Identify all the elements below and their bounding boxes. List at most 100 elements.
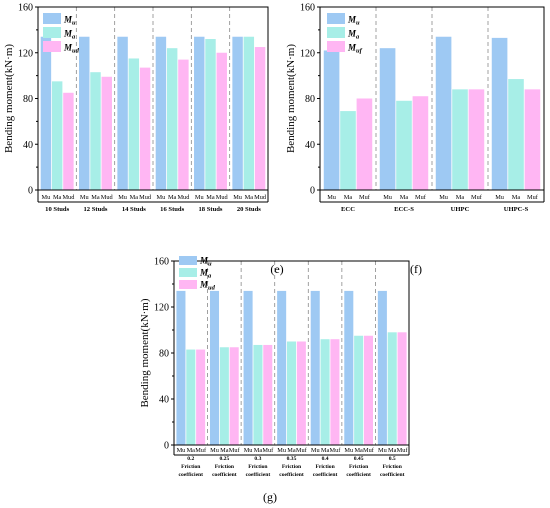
bar-label: Mu [210,447,220,454]
bar-label: Muf [359,194,371,201]
group-label: 0.4 [322,456,329,462]
group-label: 0.3 [254,456,261,462]
bar-label: Ma [287,447,296,454]
bar-label: Mu [233,194,243,201]
bar-ma [396,100,412,190]
bar-label: Mud [177,194,190,201]
bar-label: Ma [187,447,196,454]
y-tick-label: 0 [310,186,315,197]
bar-label: Mu [80,194,90,201]
group-label: Friction [315,464,335,470]
legend-swatch-mu [43,13,61,24]
bar-ma [243,36,255,190]
bar-mu [379,48,396,190]
bar-mu [117,36,128,190]
bar-ma [340,111,356,190]
bar-mud [229,347,239,445]
bar-mud [101,76,112,190]
bar-mud [363,335,374,445]
panel-label: (f) [410,262,422,276]
group-label: coefficient [212,472,237,478]
bar-label: Muf [229,447,241,454]
bar-label: Muf [262,447,274,454]
bar-mud [216,52,227,190]
legend-entry: Mud [63,43,80,55]
legend-swatch-ma [327,27,345,38]
group-label: 0.25 [219,456,229,462]
bar-mud [254,47,266,190]
bar-label: Ma [456,194,465,201]
bar-label: Muf [397,447,409,454]
y-axis-label: Bending moment(kN·m) [285,44,297,153]
group-label: Friction [282,464,302,470]
bar-label: Muf [471,194,483,201]
y-tick-label: 80 [305,94,315,105]
group-label: 0.45 [354,456,364,462]
group-label: UHPC [451,206,470,213]
bar-ma [186,349,196,445]
bar-mu [491,37,508,190]
bar-label: Mud [101,194,114,201]
bar-label: Ma [220,447,229,454]
group-label: 0.35 [287,456,297,462]
legend-entry: Ma [347,29,360,41]
legend-entry: Mu [199,256,212,268]
y-tick-label: 120 [300,48,315,59]
legend-swatch-ma [179,268,197,277]
bar-ma [205,39,216,191]
bar-mu [40,36,52,190]
bar-label: Ma [512,194,521,201]
legend-entry: Mu [347,15,360,27]
bar-ma [452,89,468,190]
bar-label: Ma [206,194,215,201]
bar-label: Ma [400,194,409,201]
bar-ma [320,339,330,445]
bar-ma [51,81,63,190]
bar-label: Ma [91,194,100,201]
bar-mu [194,36,205,190]
panel-label: (g) [263,490,277,504]
y-tick-label: 120 [18,48,33,59]
bar-ma [128,58,140,190]
bar-mud [397,332,407,445]
group-label: coefficient [246,472,271,478]
bar-label: Mu [118,194,128,201]
group-label: 0.2 [187,456,194,462]
y-axis-label: Bending moment(kN·m) [3,44,15,153]
bar-mu [79,36,90,190]
bar-mu [435,36,452,190]
bar-label: Ma [245,194,254,201]
bar-mu [209,290,220,445]
bar-mud [468,89,485,190]
bar-label: Mu [311,447,321,454]
group-label: coefficient [313,472,338,478]
bar-label: Muf [296,447,308,454]
bar-mu [310,290,320,445]
group-label: Friction [383,464,403,470]
bar-mud [196,349,206,445]
bar-mu [323,50,340,191]
y-tick-label: 40 [23,140,33,151]
group-label: Friction [349,464,369,470]
bar-mud [296,341,306,445]
bar-label: Ma [321,447,330,454]
bar-mud [356,98,373,190]
legend-swatch-mud [43,41,61,52]
bar-mud [63,92,74,190]
bar-mu [377,290,387,445]
bar-label: Mud [139,194,152,201]
bar-label: Ma [354,447,363,454]
y-axis-label: Bending moment(kN·m) [139,298,151,407]
panel-label: (e) [270,262,283,276]
bar-label: Ma [53,194,62,201]
bar-mud [412,96,429,190]
bar-label: Mu [195,194,205,201]
bar-label: Mu [42,194,52,201]
legend-swatch-mu [179,256,197,265]
bar-mud [178,59,189,190]
bar-label: Mu [157,194,167,201]
y-tick-label: 40 [159,395,169,406]
